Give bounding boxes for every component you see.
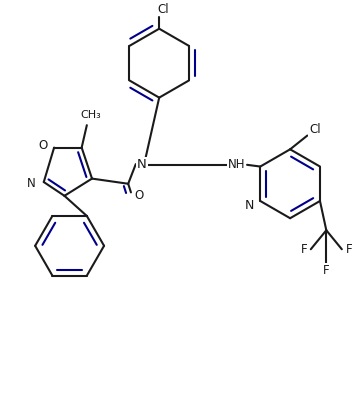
Text: N: N: [137, 158, 147, 171]
Text: Cl: Cl: [157, 2, 169, 15]
Text: N: N: [245, 199, 254, 211]
Text: NH: NH: [228, 158, 245, 171]
Text: F: F: [301, 243, 307, 256]
Text: F: F: [345, 243, 352, 256]
Text: N: N: [27, 177, 36, 190]
Text: O: O: [38, 139, 48, 152]
Text: O: O: [134, 189, 143, 202]
Text: CH₃: CH₃: [80, 110, 101, 120]
Text: Cl: Cl: [309, 123, 321, 136]
Text: F: F: [323, 264, 329, 277]
